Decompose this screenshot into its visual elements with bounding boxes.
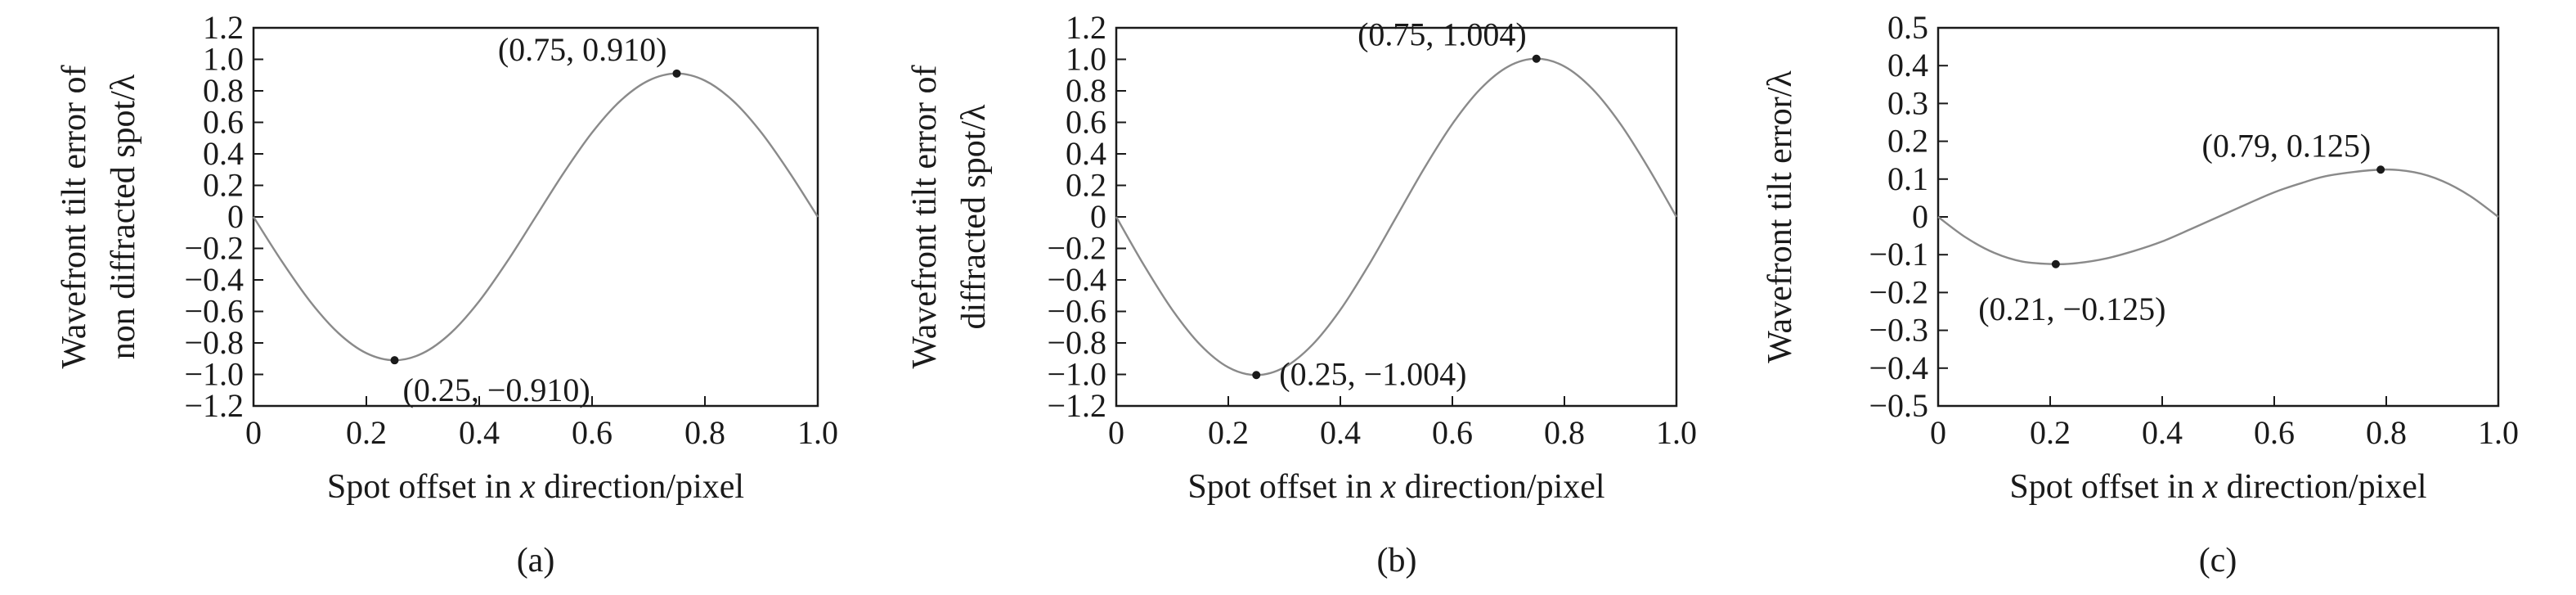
y-tick-label: −0.2 <box>1047 230 1106 267</box>
point-annotation-label: (0.21, −0.125) <box>1978 291 2165 327</box>
chart-panel-3: 0.50.40.30.20.10−0.1−0.2−0.3−0.4−0.50 0.2… <box>1761 9 2519 579</box>
x-tick-label: 0.6 <box>2254 414 2295 451</box>
x-tick-label: 0 <box>1930 414 1946 451</box>
x-tick-label: 0.8 <box>2366 414 2407 451</box>
x-tick-label: 0.8 <box>1544 414 1585 451</box>
y-tick-label: −0.8 <box>1047 324 1106 361</box>
y-tick-label: −0.6 <box>1047 293 1106 330</box>
x-axis-title: Spot offset in x direction/pixel <box>2009 468 2426 506</box>
x-tick-label: 0 <box>245 414 262 451</box>
series-line <box>252 72 819 362</box>
x-tick-label: 0.2 <box>346 414 387 451</box>
point-annotation-label: (0.25, −1.004) <box>1279 355 1466 392</box>
x-tick-label: 1.0 <box>1656 414 1697 451</box>
y-tick-label: 0 <box>1912 198 1928 235</box>
y-tick-label: −0.8 <box>184 324 244 361</box>
y-tick-label: −0.4 <box>184 261 244 298</box>
panel-caption: (a) <box>517 542 555 579</box>
x-tick-label: 0.2 <box>2030 414 2071 451</box>
annotated-point <box>2376 165 2385 174</box>
chart-panel-1: 1.21.00.80.60.40.20−0.2−0.4−0.6−0.8−1.0−… <box>56 9 838 579</box>
y-tick-label: −1.0 <box>184 356 244 393</box>
annotated-point <box>2051 259 2060 268</box>
y-axis-title: diffracted spot/λ <box>955 104 993 330</box>
y-tick-label: −0.1 <box>1869 236 1928 273</box>
y-tick-label: 0.2 <box>203 167 244 204</box>
y-tick-label: −0.5 <box>1869 387 1928 424</box>
y-tick-label: 0.8 <box>1066 72 1106 109</box>
y-tick-label: 0.2 <box>1887 123 1928 160</box>
series-line <box>1115 57 1678 376</box>
panel-caption: (c) <box>2199 542 2237 579</box>
y-axis-title: Wavefront tilt error/λ <box>1761 70 1799 363</box>
x-tick-label: 0.2 <box>1208 414 1249 451</box>
series-line <box>1937 168 2499 266</box>
x-tick-label: 1.0 <box>2478 414 2519 451</box>
y-tick-label: −0.2 <box>184 230 244 267</box>
x-tick-label: 0.4 <box>2142 414 2183 451</box>
x-tick-label: 0.4 <box>459 414 500 451</box>
y-tick-label: 0 <box>1090 198 1106 235</box>
point-annotation-label: (0.75, 1.004) <box>1358 16 1527 53</box>
y-tick-label: −0.4 <box>1869 349 1928 386</box>
y-tick-label: 0.4 <box>1066 135 1106 172</box>
y-tick-label: 0.4 <box>203 135 244 172</box>
y-axis-title: non diffracted spot/λ <box>105 74 142 359</box>
y-axis-title: Wavefront tilt error of <box>906 65 944 369</box>
x-axis-title: Spot offset in x direction/pixel <box>327 468 744 506</box>
y-tick-label: −0.6 <box>184 293 244 330</box>
y-tick-label: 0.3 <box>1887 84 1928 121</box>
y-tick-label: −1.2 <box>1047 387 1106 424</box>
y-tick-label: 0.5 <box>1887 9 1928 46</box>
y-tick-label: −0.3 <box>1869 312 1928 349</box>
y-tick-label: 0.4 <box>1887 47 1928 83</box>
annotated-point <box>672 69 681 78</box>
y-tick-label: 0.6 <box>1066 104 1106 141</box>
y-tick-label: 0.6 <box>203 104 244 141</box>
x-tick-label: 0.4 <box>1320 414 1361 451</box>
annotated-point <box>1532 54 1541 63</box>
y-tick-label: 1.0 <box>203 41 244 78</box>
y-tick-label: 0.1 <box>1887 160 1928 197</box>
y-tick-label: 1.0 <box>1066 41 1106 78</box>
x-tick-label: 1.0 <box>797 414 838 451</box>
y-tick-label: −1.2 <box>184 387 244 424</box>
y-tick-label: 0 <box>227 198 244 235</box>
x-tick-label: 0 <box>1108 414 1124 451</box>
point-annotation-label: (0.25, −0.910) <box>403 372 590 408</box>
chart-panel-2: 1.21.00.80.60.40.20−0.2−0.4−0.6−0.8−1.0−… <box>906 9 1697 579</box>
x-axis-title: Spot offset in x direction/pixel <box>1187 468 1604 506</box>
annotated-point <box>1252 371 1261 380</box>
point-annotation-label: (0.75, 0.910) <box>498 31 667 68</box>
x-tick-label: 0.6 <box>1432 414 1473 451</box>
annotated-point <box>390 356 399 365</box>
y-tick-label: −1.0 <box>1047 356 1106 393</box>
x-tick-label: 0.6 <box>572 414 613 451</box>
y-tick-label: −0.4 <box>1047 261 1106 298</box>
point-annotation-label: (0.79, 0.125) <box>2202 127 2372 164</box>
y-axis-title: Wavefront tilt error of <box>56 65 93 369</box>
y-tick-label: 1.2 <box>203 9 244 46</box>
y-tick-label: 1.2 <box>1066 9 1106 46</box>
panel-caption: (b) <box>1377 542 1417 579</box>
y-tick-label: 0.2 <box>1066 167 1106 204</box>
y-tick-label: 0.8 <box>203 72 244 109</box>
x-tick-label: 0.8 <box>684 414 725 451</box>
y-tick-label: −0.2 <box>1869 273 1928 310</box>
